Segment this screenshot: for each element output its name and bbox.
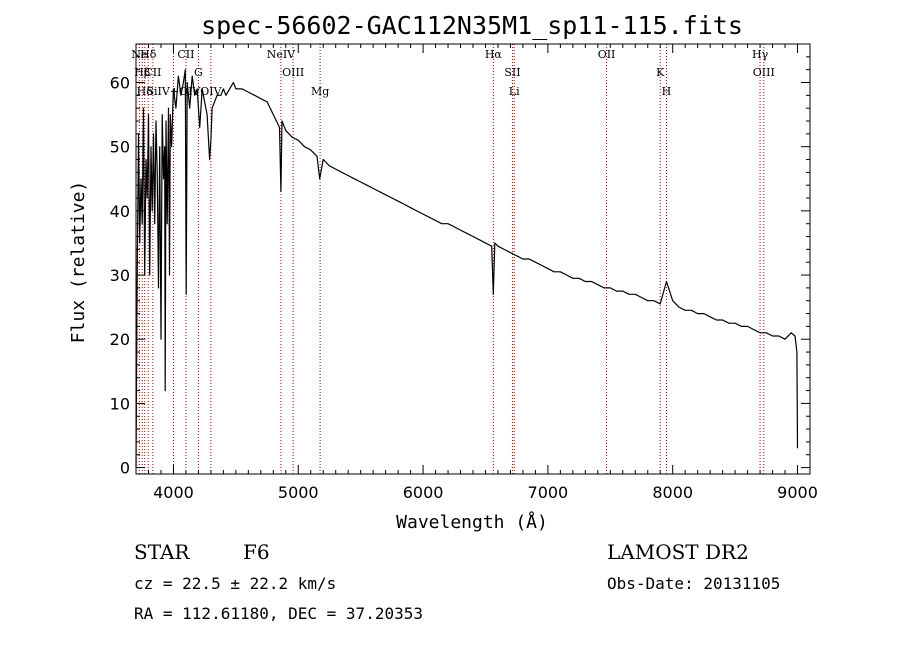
object-subclass: F6 (243, 540, 270, 564)
chart-title: spec-56602-GAC112N35M1_sp11-115.fits (201, 11, 743, 40)
x-tick-label: 8000 (652, 483, 693, 502)
line-marker-label: Hα (485, 48, 503, 61)
line-marker-label: Ne (131, 48, 147, 61)
line-marker-label: Mg (311, 85, 329, 98)
coordinates: RA = 112.61180, DEC = 37.20353 (134, 604, 423, 623)
spectrum-series (135, 69, 799, 468)
axis-ticks: 4000 5000 6000 7000 8000 9000 0 10 20 30 40 50 60 (110, 44, 818, 502)
line-marker-label: SII (504, 66, 520, 79)
line-marker-label: H (662, 85, 672, 98)
observation-date: Obs-Date: 20131105 (607, 574, 780, 593)
emission-line-labels: NeHβHδHδCIISiIV+OIVCIIGOIVNeIVOIIIMgHαSI… (131, 48, 775, 98)
y-tick-label: 40 (110, 202, 130, 221)
spectrum-line (135, 69, 799, 468)
y-tick-label: 20 (110, 330, 130, 349)
line-marker-label: G (194, 66, 203, 79)
line-marker-label: SiIV+OIV (147, 85, 202, 98)
x-tick-label: 5000 (278, 483, 319, 502)
x-tick-label: 4000 (153, 483, 194, 502)
survey-name: LAMOST DR2 (607, 540, 749, 564)
y-axis-label: Flux (relative) (68, 181, 89, 344)
y-tick-label: 60 (110, 74, 130, 93)
x-tick-label: 9000 (777, 483, 818, 502)
y-tick-label: 0 (120, 459, 130, 478)
line-marker-label: OIII (282, 66, 304, 79)
line-marker-label: Hδ (137, 85, 154, 98)
y-tick-label: 30 (110, 266, 130, 285)
plot-frame (135, 43, 811, 475)
line-marker-label: Hγ (752, 48, 769, 61)
y-tick-label: 50 (110, 138, 130, 157)
line-marker-label: OII (598, 48, 616, 61)
line-marker-label: OIII (753, 66, 775, 79)
x-axis-label: Wavelength (Å) (396, 511, 548, 533)
y-tick-label: 10 (110, 394, 130, 413)
emission-line-markers (138, 44, 765, 474)
line-marker-label: OIV (200, 85, 222, 98)
line-marker-label: NeIV (267, 48, 296, 61)
x-tick-label: 6000 (403, 483, 444, 502)
line-marker-label: Hδ (140, 48, 157, 61)
line-marker-label: Li (509, 85, 520, 98)
line-marker-label: K (656, 66, 665, 79)
line-marker-label: CII (144, 66, 161, 79)
x-tick-label: 7000 (528, 483, 569, 502)
redshift-velocity: cz = 22.5 ± 22.2 km/s (134, 574, 336, 593)
line-marker-label: CII (177, 48, 194, 61)
object-class: STAR (134, 540, 190, 564)
line-marker-label: Hβ (134, 66, 150, 79)
